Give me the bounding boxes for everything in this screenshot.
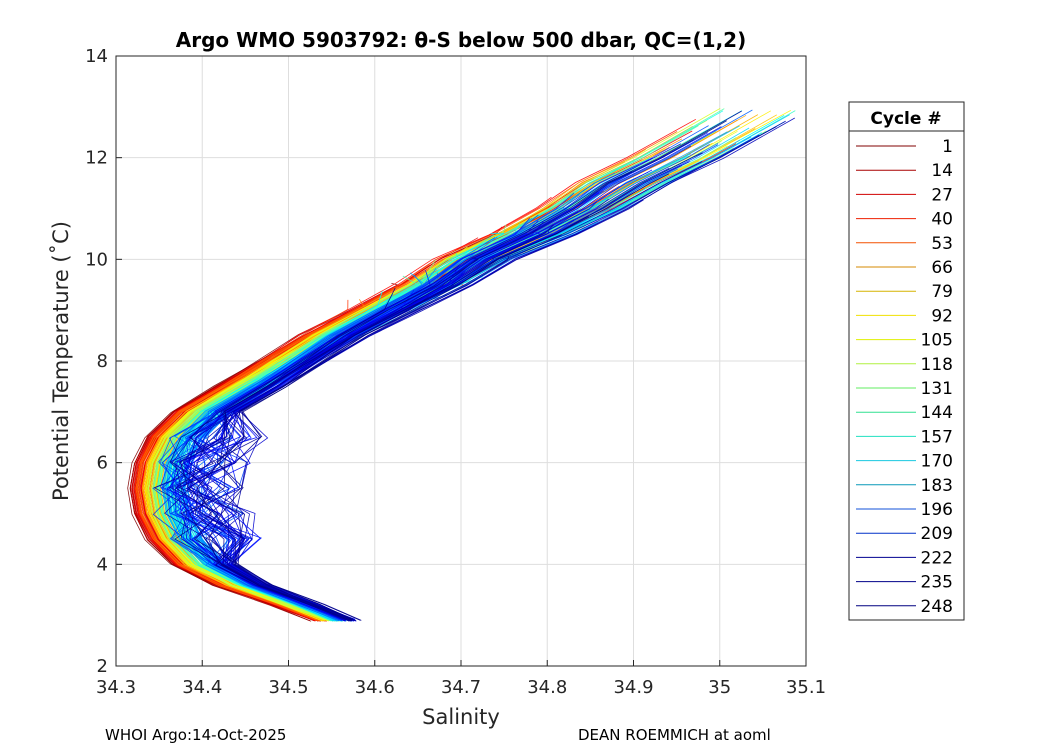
x-tick-label: 34.8 bbox=[527, 677, 567, 698]
footer-right: DEAN ROEMMICH at aoml bbox=[578, 726, 771, 744]
legend-label: 66 bbox=[931, 258, 953, 278]
legend-label: 40 bbox=[931, 210, 953, 230]
legend-label: 209 bbox=[921, 524, 953, 544]
y-tick-label: 8 bbox=[97, 351, 108, 372]
legend: Cycle # 1 14 27 40 53 66 79 92 105 118 131 144 157 17… bbox=[848, 101, 965, 621]
legend-label: 92 bbox=[931, 306, 953, 326]
y-axis-label: Potential Temperature (˚C) bbox=[49, 221, 73, 501]
profile-line bbox=[204, 120, 786, 620]
legend-entries: 1 14 27 40 53 66 79 92 105 118 131 144 157 170 183 196 2… bbox=[856, 137, 953, 617]
legend-label: 157 bbox=[921, 427, 953, 447]
profile-line bbox=[158, 125, 709, 621]
legend-label: 222 bbox=[921, 548, 953, 568]
x-tick-label: 34.7 bbox=[441, 677, 481, 698]
x-axis-label: Salinity bbox=[422, 705, 500, 729]
y-tick-labels: 2 4 6 8 10 12 14 bbox=[85, 46, 108, 677]
y-tick-label: 4 bbox=[97, 554, 108, 575]
x-tick-label: 34.6 bbox=[355, 677, 395, 698]
legend-label: 235 bbox=[921, 573, 953, 593]
legend-label: 170 bbox=[921, 452, 953, 472]
profile-line bbox=[174, 120, 727, 622]
legend-title: Cycle # bbox=[870, 109, 941, 129]
legend-label: 79 bbox=[931, 282, 953, 302]
x-tick-label: 34.9 bbox=[613, 677, 653, 698]
profile-line bbox=[157, 287, 415, 621]
x-tick-label: 35 bbox=[708, 677, 731, 698]
profile-line bbox=[169, 171, 633, 622]
legend-label: 27 bbox=[931, 185, 953, 205]
legend-label: 183 bbox=[921, 476, 953, 496]
y-tick-label: 12 bbox=[85, 148, 108, 169]
profile-line bbox=[180, 224, 554, 621]
x-tick-label: 34.5 bbox=[268, 677, 308, 698]
x-tick-label: 35.1 bbox=[786, 677, 826, 698]
legend-label: 118 bbox=[921, 355, 953, 375]
x-tick-label: 34.4 bbox=[182, 677, 222, 698]
x-tick-label: 34.3 bbox=[96, 677, 136, 698]
profile-line bbox=[148, 130, 717, 622]
profile-lines bbox=[127, 108, 796, 622]
legend-label: 53 bbox=[931, 234, 953, 254]
legend-label: 1 bbox=[942, 137, 953, 157]
footer-left: WHOI Argo:14-Oct-2025 bbox=[105, 726, 286, 744]
legend-label: 144 bbox=[921, 403, 953, 423]
profile-line bbox=[161, 267, 437, 621]
profile-line bbox=[174, 161, 703, 622]
legend-label: 248 bbox=[921, 597, 953, 617]
legend-label: 196 bbox=[921, 500, 953, 520]
legend-label: 14 bbox=[931, 161, 953, 181]
profile-line bbox=[170, 201, 597, 621]
y-tick-label: 6 bbox=[97, 453, 108, 474]
y-tick-label: 10 bbox=[85, 249, 108, 270]
legend-label: 131 bbox=[921, 379, 953, 399]
profile-line bbox=[208, 152, 703, 622]
legend-label: 105 bbox=[921, 331, 953, 351]
y-tick-label: 2 bbox=[97, 656, 108, 677]
plot-frame bbox=[115, 55, 807, 667]
x-tick-labels: 34.3 34.4 34.5 34.6 34.7 34.8 34.9 35 35.1 bbox=[96, 677, 826, 698]
profile-line bbox=[153, 257, 479, 622]
chart-title: Argo WMO 5903792: θ-S below 500 dbar, QC… bbox=[176, 28, 746, 52]
y-tick-label: 14 bbox=[85, 46, 108, 67]
